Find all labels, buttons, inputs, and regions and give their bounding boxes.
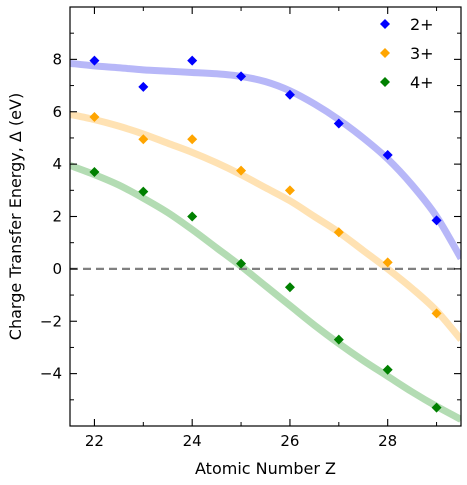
y-tick-label: 6 <box>52 103 62 121</box>
fit-curve-1 <box>70 110 461 342</box>
fit-curve-2 <box>70 162 461 423</box>
y-tick-label: 2 <box>52 208 62 226</box>
data-point-0-3 <box>236 71 247 82</box>
fit-curve-0 <box>70 59 461 261</box>
legend-label-2: 4+ <box>410 73 434 92</box>
y-tick-label: −2 <box>40 312 62 330</box>
data-point-0-1 <box>138 81 149 92</box>
data-point-2-1 <box>138 186 149 197</box>
x-tick-label: 22 <box>85 432 104 450</box>
data-point-1-2 <box>187 134 198 145</box>
x-tick-label: 26 <box>280 432 299 450</box>
data-point-0-7 <box>431 215 442 226</box>
legend: 2+ 3+ 4+ <box>380 15 434 92</box>
y-tick-label: 8 <box>52 50 62 68</box>
legend-marker-1 <box>380 48 390 58</box>
y-tick-label: 4 <box>52 155 62 173</box>
data-point-1-0 <box>89 111 100 122</box>
data-point-0-2 <box>187 55 198 66</box>
plot-inner <box>70 55 461 423</box>
y-tick-label: 0 <box>52 260 62 278</box>
data-point-1-5 <box>333 227 344 238</box>
data-point-2-6 <box>382 364 393 375</box>
legend-label-0: 2+ <box>410 15 434 34</box>
x-tick-label: 28 <box>378 432 397 450</box>
data-point-2-5 <box>333 334 344 345</box>
y-tick-label: −4 <box>40 365 62 383</box>
data-point-1-7 <box>431 308 442 319</box>
data-point-2-0 <box>89 166 100 177</box>
data-point-0-4 <box>284 89 295 100</box>
data-point-1-4 <box>284 185 295 196</box>
y-axis-label: Charge Transfer Energy, Δ (eV) <box>6 93 25 340</box>
data-point-2-4 <box>284 282 295 293</box>
data-point-2-7 <box>431 402 442 413</box>
data-point-0-6 <box>382 149 393 160</box>
legend-marker-2 <box>380 77 390 87</box>
data-point-1-3 <box>236 165 247 176</box>
data-point-2-2 <box>187 211 198 222</box>
data-point-1-1 <box>138 134 149 145</box>
data-point-0-0 <box>89 55 100 66</box>
legend-label-1: 3+ <box>410 44 434 63</box>
legend-marker-0 <box>380 19 390 29</box>
data-point-1-6 <box>382 257 393 268</box>
data-point-0-5 <box>333 118 344 129</box>
data-point-2-3 <box>236 258 247 269</box>
plot-area <box>70 55 461 423</box>
x-tick-label: 24 <box>183 432 202 450</box>
x-axis-label: Atomic Number Z <box>195 459 336 478</box>
